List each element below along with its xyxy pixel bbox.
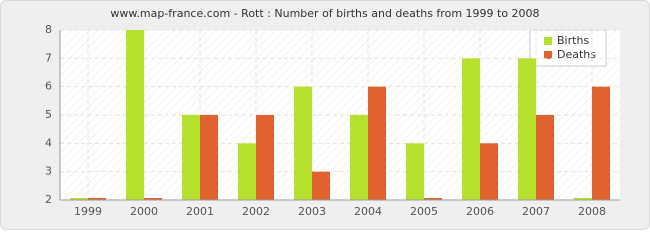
- y-tick-label: 8: [45, 23, 52, 36]
- legend-box: [529, 29, 607, 67]
- x-tick-label: 2005: [410, 205, 438, 218]
- y-tick-label: 3: [45, 165, 52, 178]
- x-tick-label: 2001: [186, 205, 214, 218]
- bar: [144, 198, 162, 200]
- bar: [424, 198, 442, 200]
- legend-swatch: [544, 37, 552, 45]
- bar: [536, 115, 554, 200]
- x-tick-label: 2004: [354, 205, 382, 218]
- bar: [518, 58, 536, 201]
- x-tick-label: 2002: [242, 205, 270, 218]
- bar: [406, 143, 424, 200]
- x-tick-label: 2003: [298, 205, 326, 218]
- x-tick-label: 2007: [522, 205, 550, 218]
- chart: www.map-france.com - Rott : Number of bi…: [0, 0, 650, 230]
- x-tick-label: 1999: [74, 205, 102, 218]
- bar: [574, 198, 592, 200]
- chart-title: www.map-france.com - Rott : Number of bi…: [110, 7, 539, 20]
- bar: [256, 115, 274, 200]
- bar: [462, 58, 480, 201]
- y-tick-label: 5: [45, 108, 52, 121]
- x-tick-label: 2000: [130, 205, 158, 218]
- legend-swatch: [544, 51, 552, 59]
- x-tick-label: 2008: [578, 205, 606, 218]
- y-tick-label: 2: [45, 193, 52, 206]
- bar: [200, 115, 218, 200]
- legend-label: Deaths: [557, 48, 596, 61]
- bar: [312, 171, 330, 200]
- bar: [70, 198, 88, 200]
- y-tick-label: 7: [45, 51, 52, 64]
- x-tick-label: 2006: [466, 205, 494, 218]
- bar: [88, 198, 106, 200]
- bar: [368, 86, 386, 200]
- bar: [294, 86, 312, 200]
- y-tick-label: 4: [45, 136, 52, 149]
- bar: [126, 30, 144, 200]
- bar: [592, 86, 610, 200]
- legend-label: Births: [557, 34, 589, 47]
- y-tick-label: 6: [45, 80, 52, 93]
- bar: [350, 115, 368, 200]
- bar: [238, 143, 256, 200]
- bar: [182, 115, 200, 200]
- bar: [480, 143, 498, 200]
